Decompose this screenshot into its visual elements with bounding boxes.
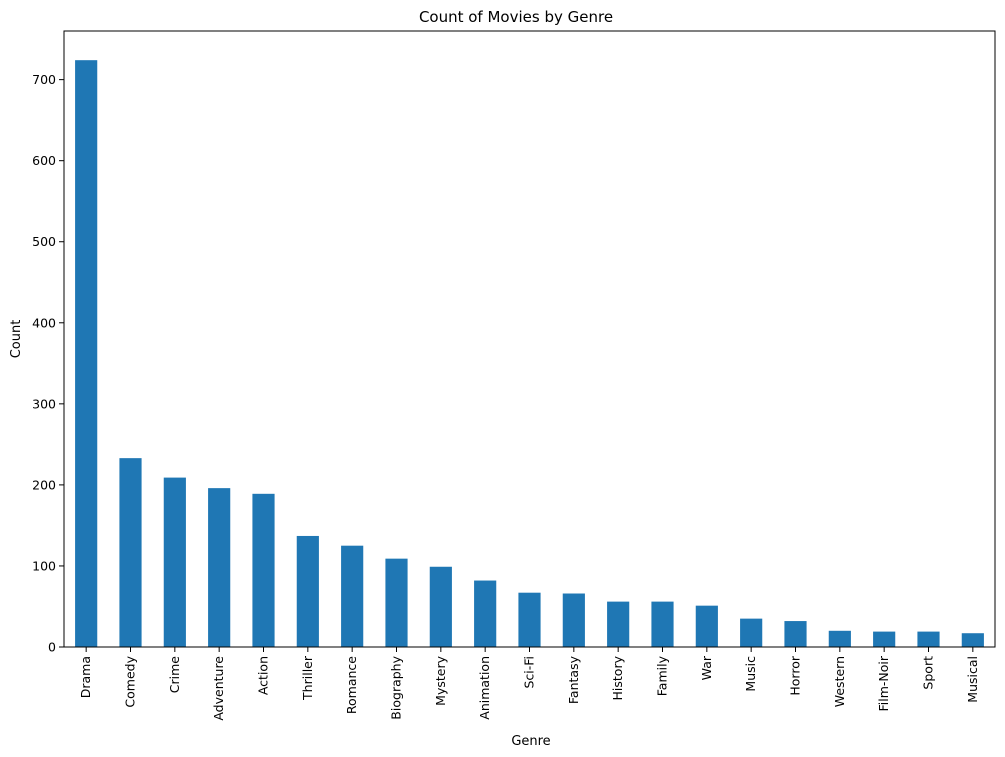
x-tick-label: Crime: [167, 656, 182, 694]
x-tick-label: Drama: [78, 656, 93, 698]
x-tick-label: Musical: [965, 656, 980, 703]
x-tick-label: Family: [655, 655, 670, 696]
bar-crime: [163, 477, 186, 647]
bar-mystery: [429, 566, 452, 647]
y-tick-label: 600: [32, 153, 56, 168]
bar-comedy: [119, 458, 142, 647]
bar-animation: [474, 580, 497, 647]
x-tick-label: Sport: [921, 656, 936, 690]
bar-thriller: [296, 535, 319, 647]
x-tick-label: Fantasy: [566, 655, 581, 704]
plot-frame: [63, 30, 996, 648]
y-tick-label: 400: [32, 315, 56, 330]
y-tick-label: 0: [48, 640, 56, 655]
bar-fantasy: [562, 593, 585, 647]
y-tick-label: 700: [32, 72, 56, 87]
bar-film-noir: [873, 631, 896, 647]
x-tick-label: Thriller: [300, 655, 315, 701]
bars-group: [75, 60, 984, 647]
x-tick-label: War: [699, 655, 714, 680]
bar-music: [740, 618, 763, 647]
x-axis-label: Genre: [511, 734, 550, 749]
x-tick-label: Horror: [788, 655, 803, 695]
bar-history: [607, 601, 630, 647]
bar-romance: [341, 545, 364, 647]
x-tick-label: Romance: [344, 656, 359, 714]
x-tick-label: Adventure: [211, 656, 226, 721]
bar-action: [252, 493, 275, 647]
y-axis-label: Count: [9, 320, 24, 359]
bar-biography: [385, 558, 408, 647]
y-tick-label: 500: [32, 234, 56, 249]
x-axis: Drama Comedy Crime Adventure Action Thriller R…: [78, 647, 980, 721]
bar-sport: [917, 631, 940, 647]
bar-war: [695, 605, 718, 647]
x-tick-label: History: [610, 655, 625, 700]
bar-drama: [75, 60, 98, 647]
x-tick-label: Biography: [389, 655, 404, 719]
bar-horror: [784, 621, 807, 647]
x-tick-label: Mystery: [433, 655, 448, 705]
x-tick-label: Animation: [477, 656, 492, 720]
chart-title: Count of Movies by Genre: [419, 8, 613, 26]
x-tick-label: Comedy: [123, 655, 138, 707]
bar-adventure: [208, 488, 231, 647]
x-tick-label: Sci-Fi: [522, 656, 537, 689]
bar-sci-fi: [518, 592, 541, 647]
y-tick-label: 100: [32, 558, 56, 573]
bar-family: [651, 601, 674, 647]
x-tick-label: Music: [743, 656, 758, 692]
bar-musical: [961, 633, 984, 647]
y-axis: 0 100 200 300 400 500 600 700: [32, 72, 64, 655]
y-tick-label: 300: [32, 396, 56, 411]
bar-western: [828, 630, 851, 647]
y-tick-label: 200: [32, 477, 56, 492]
x-tick-label: Western: [832, 656, 847, 707]
x-tick-label: Film-Noir: [876, 655, 891, 711]
x-tick-label: Action: [256, 656, 271, 695]
